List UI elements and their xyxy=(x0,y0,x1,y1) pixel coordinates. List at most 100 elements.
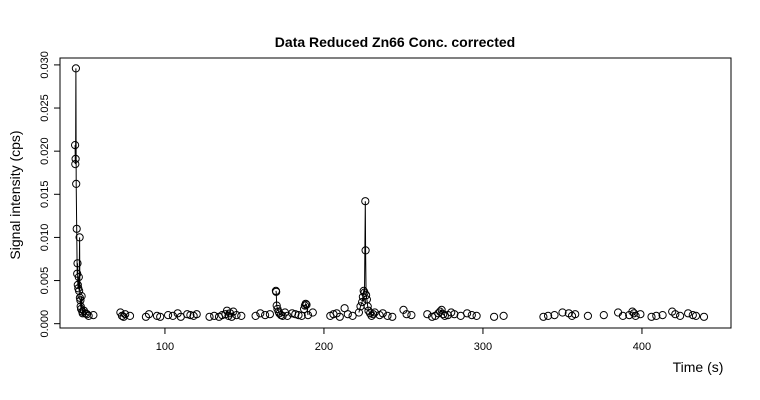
data-point xyxy=(73,280,82,289)
data-point xyxy=(558,308,567,317)
data-point xyxy=(407,311,416,320)
data-point xyxy=(684,309,693,318)
data-point xyxy=(73,259,82,268)
data-point xyxy=(631,311,640,320)
x-tick-label: 100 xyxy=(156,341,174,353)
data-point xyxy=(618,311,628,320)
data-point xyxy=(168,311,177,320)
data-point xyxy=(370,308,379,317)
data-point xyxy=(276,311,286,320)
plot-frame xyxy=(59,57,732,329)
data-point xyxy=(74,273,83,282)
data-point xyxy=(205,312,214,321)
data-point xyxy=(256,309,265,318)
data-point xyxy=(539,312,548,321)
data-point xyxy=(499,311,508,320)
data-point xyxy=(402,310,411,319)
data-point xyxy=(303,311,313,320)
data-point xyxy=(272,301,281,310)
data-point xyxy=(335,312,344,321)
data-point xyxy=(218,311,227,320)
data-point xyxy=(583,311,593,320)
data-point xyxy=(300,304,309,314)
data-point xyxy=(152,311,162,320)
data-point xyxy=(72,224,81,233)
chart-title: Data Reduced Zn66 Conc. corrected xyxy=(275,34,515,50)
data-point xyxy=(383,311,392,320)
data-point xyxy=(82,310,92,319)
data-point xyxy=(369,310,378,319)
y-tick-label: 0.015 xyxy=(39,181,51,209)
data-point xyxy=(343,310,352,319)
data-point xyxy=(428,312,437,321)
data-point xyxy=(301,299,310,308)
data-point xyxy=(571,310,580,319)
data-point xyxy=(636,310,645,319)
data-point xyxy=(691,311,701,320)
data-point xyxy=(378,309,387,318)
data-point xyxy=(688,311,697,320)
data-point xyxy=(89,311,98,320)
y-tick-label: 0.025 xyxy=(39,94,51,122)
data-point xyxy=(348,311,357,320)
data-point xyxy=(658,311,667,320)
data-point xyxy=(261,311,270,320)
data-point xyxy=(164,311,173,320)
data-point xyxy=(388,312,397,321)
y-axis: 0.000 0.005 0.010 0.015 0.020 0.025 0.030 xyxy=(39,51,60,337)
data-series xyxy=(71,64,709,321)
data-point xyxy=(71,141,80,150)
y-tick-label: 0.020 xyxy=(39,137,51,165)
data-point xyxy=(71,64,81,73)
data-point xyxy=(192,310,201,319)
data-point xyxy=(423,310,432,319)
data-point xyxy=(156,312,165,321)
series-line xyxy=(75,68,704,316)
x-axis: 100 200 300 400 xyxy=(156,328,651,353)
data-point xyxy=(302,300,311,309)
data-point xyxy=(227,312,236,321)
data-point xyxy=(361,246,370,255)
y-tick-label: 0.010 xyxy=(39,224,51,252)
data-point xyxy=(121,310,130,319)
data-point xyxy=(76,296,85,305)
data-point xyxy=(84,311,93,320)
y-axis-label: Signal intensity (cps) xyxy=(7,130,23,259)
data-point xyxy=(125,311,135,320)
data-point xyxy=(186,311,195,320)
data-point xyxy=(647,312,656,321)
data-point xyxy=(251,311,260,320)
data-point xyxy=(544,311,553,320)
y-tick-label: 0.000 xyxy=(39,310,51,338)
data-point xyxy=(294,311,303,320)
data-point xyxy=(144,310,154,319)
data-point xyxy=(439,310,448,319)
data-point xyxy=(232,311,241,320)
data-point xyxy=(361,197,370,206)
x-axis-label: Time (s) xyxy=(673,359,724,375)
y-tick-label: 0.030 xyxy=(39,51,51,79)
x-tick-label: 300 xyxy=(474,341,492,353)
data-point xyxy=(440,311,449,320)
data-point xyxy=(671,310,680,319)
data-point xyxy=(599,311,608,320)
data-point xyxy=(467,311,476,320)
data-point xyxy=(676,311,685,320)
data-point xyxy=(71,154,80,163)
data-point xyxy=(490,312,499,321)
x-tick-label: 200 xyxy=(315,341,333,353)
data-point xyxy=(283,311,292,320)
y-tick-label: 0.005 xyxy=(39,267,51,295)
data-point xyxy=(237,311,246,320)
data-point xyxy=(308,308,317,317)
data-point xyxy=(72,179,81,188)
data-point xyxy=(652,311,661,320)
data-point xyxy=(463,309,472,318)
data-point xyxy=(71,160,80,169)
data-point xyxy=(699,312,709,321)
data-point xyxy=(75,233,84,242)
data-point xyxy=(358,298,367,307)
x-tick-label: 400 xyxy=(633,341,651,353)
